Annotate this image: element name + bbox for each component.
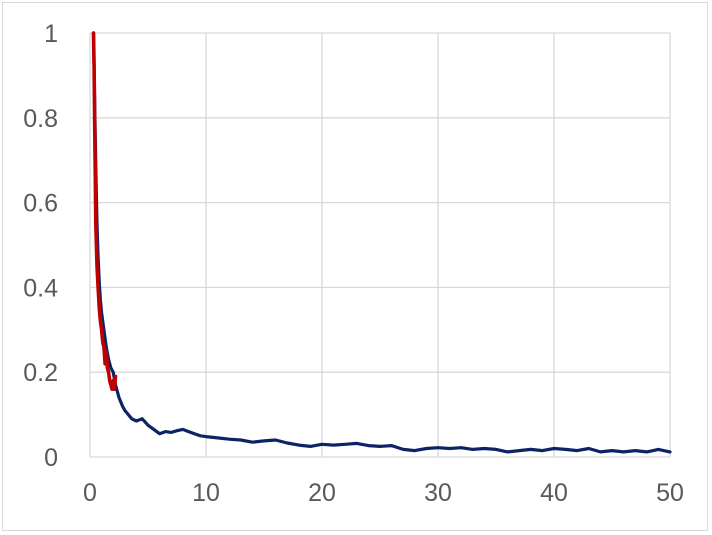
y-tick-label: 0.4 bbox=[23, 274, 58, 302]
y-axis-tick-labels: 0 0.2 0.4 0.6 0.8 1 bbox=[23, 20, 58, 472]
gridlines bbox=[89, 32, 671, 458]
y-tick-label: 1 bbox=[44, 20, 58, 48]
x-axis-tick-labels: 0 10 20 30 40 50 bbox=[83, 479, 684, 507]
series-line-1 bbox=[91, 31, 672, 454]
y-tick-label: 0.6 bbox=[23, 190, 58, 218]
series-lines bbox=[91, 31, 672, 454]
x-tick-label: 30 bbox=[424, 479, 452, 507]
x-tick-label: 50 bbox=[656, 479, 684, 507]
x-tick-label: 40 bbox=[540, 479, 568, 507]
series-line-2 bbox=[91, 31, 118, 392]
x-tick-label: 20 bbox=[308, 479, 336, 507]
y-tick-label: 0 bbox=[44, 444, 58, 472]
x-tick-label: 0 bbox=[83, 479, 97, 507]
y-tick-label: 0.2 bbox=[23, 359, 58, 387]
y-tick-label: 0.8 bbox=[23, 105, 58, 133]
x-tick-label: 10 bbox=[192, 479, 220, 507]
